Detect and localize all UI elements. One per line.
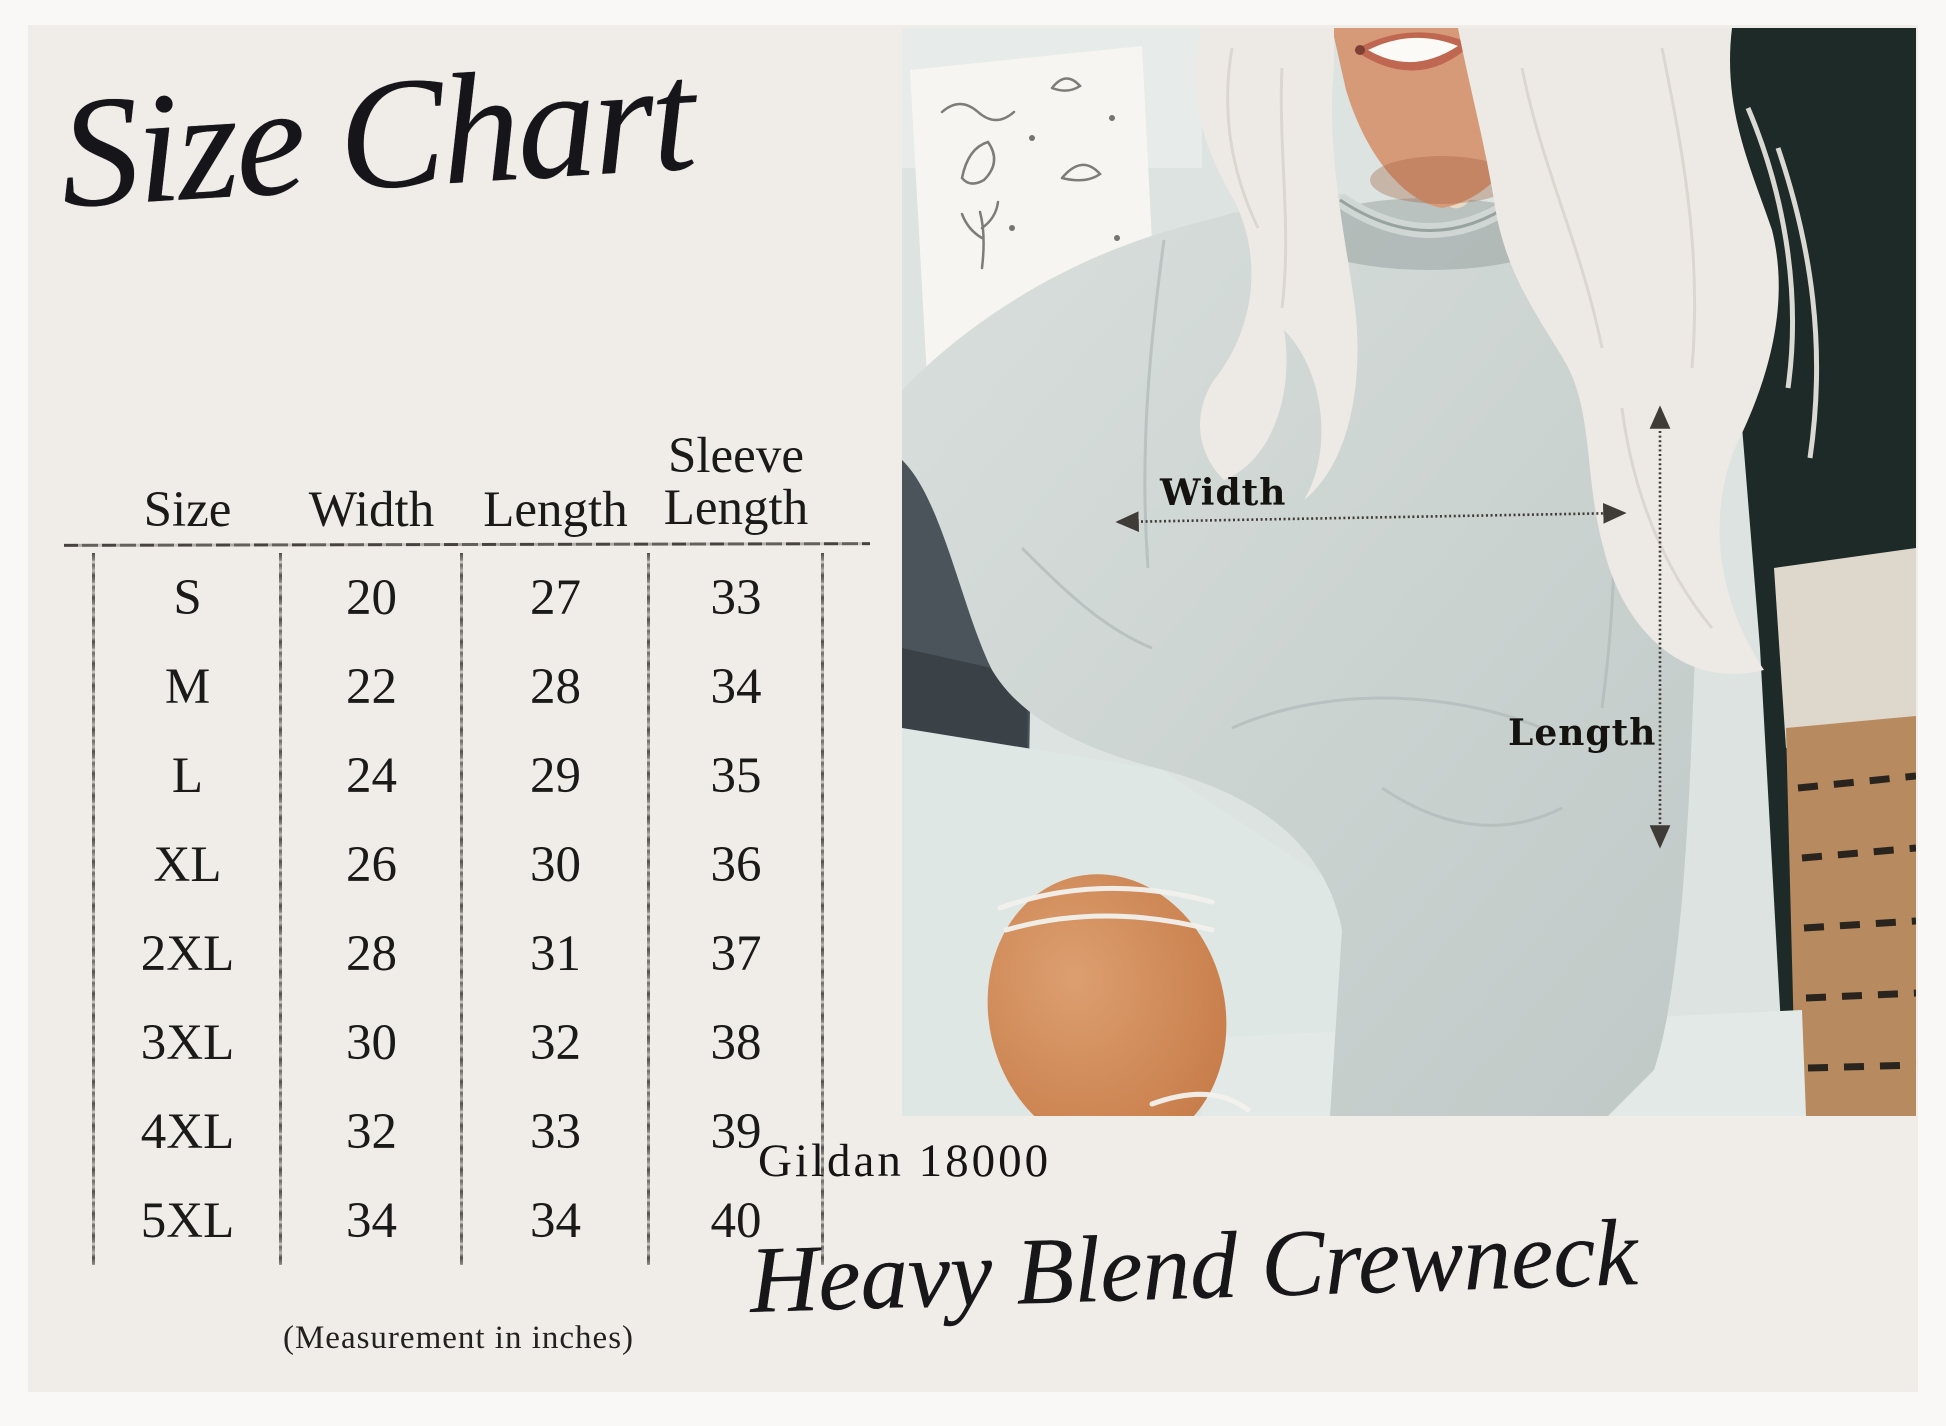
header-sleeve-top: Sleeve [668,427,804,484]
width-dimension-label: Width [1160,472,1287,514]
table-row: S 20 27 33 [94,553,823,642]
photo-hair [1195,28,1820,674]
table-cell-size: 5XL [140,1192,235,1249]
table-cell-width: 32 [346,1103,397,1160]
table-vertical-rule-5 [821,553,824,1265]
table-cell-width: 22 [346,658,397,715]
table-cell-length: 29 [530,747,581,804]
table-row: XL 26 30 36 [94,820,823,909]
table-cell-sleeve: 34 [710,658,762,715]
photo-sweatshirt [902,136,1699,1116]
table-cell-length: 31 [530,925,581,982]
measurement-note: (Measurement in inches) [282,1320,635,1356]
header-sleeve-length: Sleeve Length [649,430,823,536]
product-model: Gildan 18000 [758,1135,1052,1187]
table-row: L 24 29 35 [94,731,823,820]
table-vertical-rule-1 [92,553,95,1265]
table-cell-sleeve: 35 [710,747,762,804]
photo-illustration [902,28,1916,1116]
table-vertical-rule-4 [647,553,650,1265]
table-cell-sleeve: 40 [710,1192,762,1249]
size-table-rows: S 20 27 33 M 22 28 34 L 24 29 35 XL 26 30 36 2XL 28 31 37 3X… [94,553,823,1265]
table-cell-size: L [171,747,204,804]
table-cell-width: 30 [346,1014,397,1071]
table-cell-width: 20 [346,569,397,626]
table-cell-length: 32 [530,1014,581,1071]
table-cell-sleeve: 38 [710,1014,762,1071]
table-cell-width: 26 [346,836,397,893]
table-cell-sleeve: 39 [710,1103,762,1160]
header-sleeve-bottom: Length [663,479,809,536]
table-row: 4XL 32 33 39 [94,1087,823,1176]
table-cell-length: 34 [530,1192,581,1249]
header-size: Size [143,481,232,538]
size-table-header: Size Width Length Sleeve Length [94,418,823,536]
table-vertical-rule-3 [460,553,463,1265]
length-dimension-label: Length [1508,712,1657,754]
table-cell-width: 34 [346,1192,397,1249]
table-vertical-rule-2 [279,553,282,1265]
table-row: 3XL 30 32 38 [94,998,823,1087]
table-cell-length: 30 [530,836,581,893]
table-cell-width: 28 [346,925,397,982]
table-cell-sleeve: 37 [710,925,762,982]
table-cell-size: 2XL [140,925,235,982]
product-photo: Width Length [902,28,1916,1116]
table-cell-length: 27 [530,569,581,626]
table-cell-sleeve: 36 [710,836,762,893]
table-row: 5XL 34 34 40 [94,1176,823,1265]
table-cell-width: 24 [346,747,397,804]
table-cell-length: 28 [530,658,581,715]
header-width: Width [308,481,435,538]
width-arrow-icon [1115,502,1627,533]
table-cell-size: S [173,569,202,626]
table-row: 2XL 28 31 37 [94,909,823,998]
smile [1354,32,1472,71]
table-cell-size: 4XL [140,1103,235,1160]
table-cell-sleeve: 33 [710,569,762,626]
table-cell-size: XL [153,836,222,893]
table-cell-size: M [164,658,211,715]
photo-chair [1774,548,1916,1116]
photo-knee [987,874,1227,1116]
table-cell-size: 3XL [140,1014,235,1071]
table-cell-length: 33 [530,1103,581,1160]
header-length: Length [483,481,628,538]
table-row: M 22 28 34 [94,642,823,731]
